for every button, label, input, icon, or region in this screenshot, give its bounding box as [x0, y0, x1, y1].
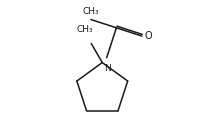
Text: N: N: [104, 64, 111, 73]
Text: CH₃: CH₃: [83, 7, 99, 16]
Text: CH₃: CH₃: [77, 25, 93, 34]
Text: O: O: [145, 31, 152, 41]
